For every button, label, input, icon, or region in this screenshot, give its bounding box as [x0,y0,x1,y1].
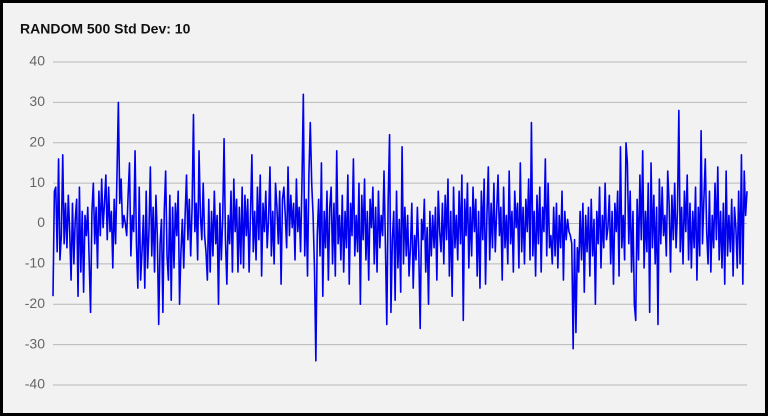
y-tick-label: 0 [37,214,45,230]
y-tick-label: 30 [29,93,45,109]
y-tick-label: -20 [25,295,45,311]
y-tick-label: 40 [29,53,45,69]
y-tick-label: 10 [29,174,45,190]
y-tick-label: 20 [29,133,45,149]
y-tick-label: -30 [25,335,45,351]
data-line [52,93,748,362]
chart-title: RANDOM 500 Std Dev: 10 [20,21,191,37]
y-tick-label: -40 [25,376,45,392]
y-tick-label: -10 [25,255,45,271]
